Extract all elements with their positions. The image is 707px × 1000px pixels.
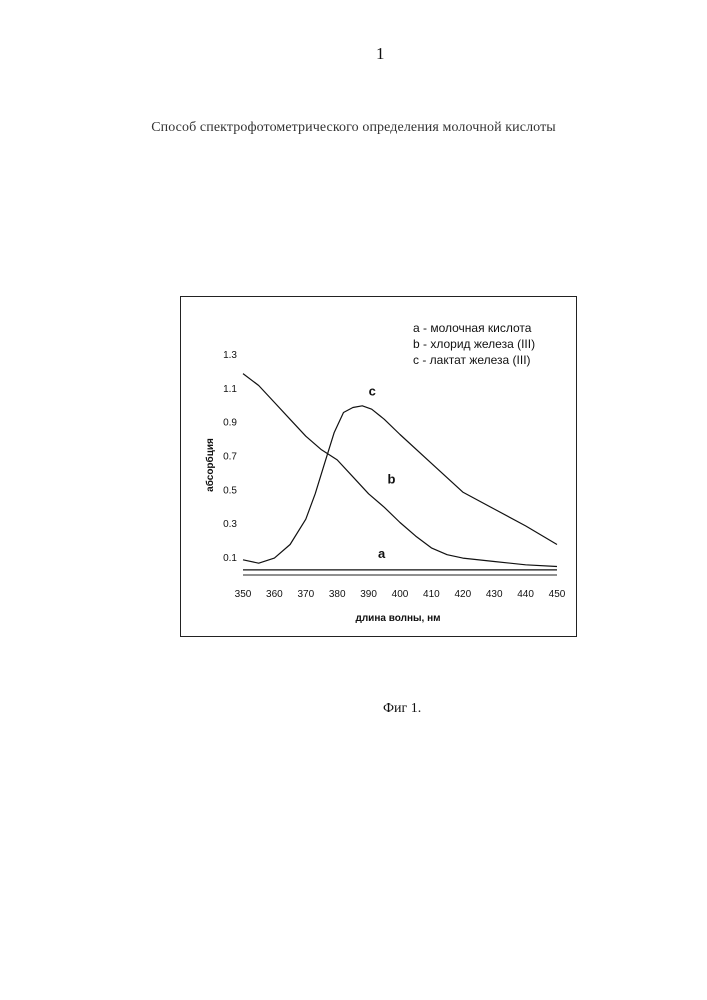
series-line-b: [243, 374, 557, 567]
page-number: 1: [0, 44, 707, 64]
legend-entry-1: b - хлорид железа (III): [413, 337, 535, 351]
legend-entry-2: c - лактат железа (III): [413, 353, 531, 367]
x-tick-label-0: 350: [235, 589, 252, 600]
y-tick-label-4: 0.9: [223, 418, 237, 429]
x-tick-label-10: 450: [549, 589, 566, 600]
x-tick-label-7: 420: [454, 589, 471, 600]
series-line-c: [243, 406, 557, 563]
series-label-c: c: [369, 384, 376, 399]
legend-entry-0: a - молочная кислота: [413, 321, 532, 335]
chart-svg: 0.1 0.3 0.5 0.7 0.9 1.1 1.3 350 360 370 380 390 400 4…: [181, 297, 578, 638]
figure-caption: Фиг 1.: [0, 701, 707, 717]
y-tick-label-5: 1.1: [223, 384, 237, 395]
y-tick-label-6: 1.3: [223, 350, 237, 361]
x-tick-label-4: 390: [360, 589, 377, 600]
absorption-chart: 0.1 0.3 0.5 0.7 0.9 1.1 1.3 350 360 370 380 390 400 4…: [180, 296, 577, 637]
y-axis-title: абсорбция: [204, 438, 216, 492]
x-tick-label-8: 430: [486, 589, 503, 600]
x-tick-label-2: 370: [297, 589, 314, 600]
series-label-a: a: [378, 546, 386, 561]
document-title: Способ спектрофотометрического определен…: [0, 120, 707, 136]
y-tick-label-3: 0.7: [223, 452, 237, 463]
y-tick-label-0: 0.1: [223, 553, 237, 564]
series-label-b: b: [387, 472, 395, 487]
y-tick-label-2: 0.5: [223, 485, 237, 496]
x-axis-title: длина волны, нм: [355, 613, 440, 624]
x-tick-label-6: 410: [423, 589, 440, 600]
y-tick-label-1: 0.3: [223, 519, 237, 530]
x-tick-label-3: 380: [329, 589, 346, 600]
x-tick-label-5: 400: [392, 589, 409, 600]
x-tick-label-9: 440: [517, 589, 534, 600]
x-tick-label-1: 360: [266, 589, 283, 600]
